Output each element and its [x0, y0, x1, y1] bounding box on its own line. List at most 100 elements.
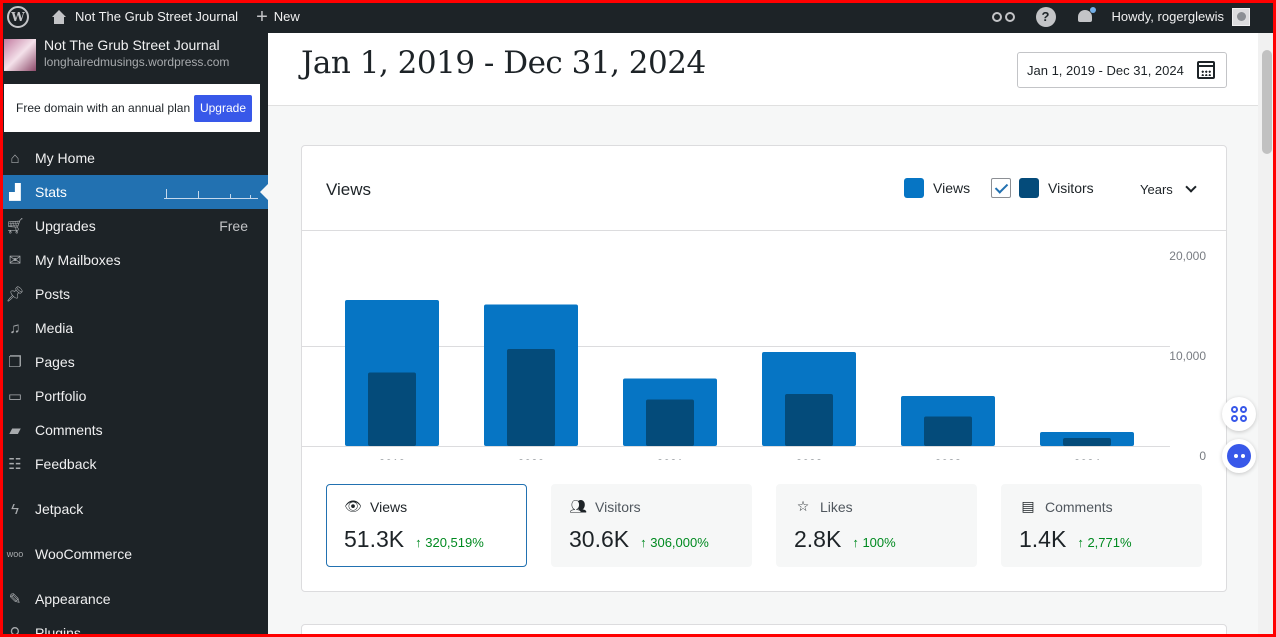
stat-tab-visitors[interactable]: 👥︎ Visitors 30.6K ↑ 306,000%: [551, 484, 752, 567]
x-tick-label: 2022: [796, 457, 823, 460]
sidebar-item-label: Stats: [35, 184, 67, 200]
sidebar-item-label: Plugins: [35, 625, 81, 637]
account-menu[interactable]: Howdy, rogerglewis: [1104, 0, 1276, 33]
new-content-button[interactable]: + New: [249, 0, 307, 33]
sidebar: Not The Grub Street Journal longhairedmu…: [0, 33, 268, 637]
sidebar-item-label: Feedback: [35, 456, 97, 472]
upgrade-button[interactable]: Upgrade: [193, 94, 252, 122]
sidebar-item-label: WooCommerce: [35, 546, 132, 562]
comment-icon: ▤: [1021, 498, 1035, 514]
legend-views-label: Views: [933, 180, 971, 196]
visitors-bar: [785, 394, 833, 446]
mail-icon: ✉: [8, 252, 22, 269]
sidebar-item-plugins[interactable]: ⚲ Plugins: [0, 616, 268, 637]
sidebar-item-my-home[interactable]: ⌂ My Home: [0, 141, 268, 175]
stat-value: 2.8K: [794, 526, 842, 552]
sidebar-item-jetpack[interactable]: ϟ Jetpack: [0, 492, 268, 526]
legend-views: Views: [904, 178, 970, 198]
x-tick-label: 2019: [379, 457, 406, 460]
reader-button[interactable]: [982, 0, 1026, 33]
sidebar-site-url: longhairedmusings.wordpress.com: [44, 55, 230, 69]
pin-icon: 📌︎: [5, 286, 25, 303]
stat-delta-value: 306,000%: [650, 535, 709, 550]
upgrades-free-badge: Free: [219, 218, 248, 234]
feedback-icon: ☷: [8, 456, 22, 473]
people-icon: 👥︎: [569, 498, 587, 514]
site-name-link[interactable]: Not The Grub Street Journal: [44, 0, 245, 33]
sidebar-item-portfolio[interactable]: ▭ Portfolio: [0, 379, 268, 413]
stat-delta-value: 100%: [862, 535, 896, 550]
visitors-bar: [924, 416, 972, 446]
sidebar-item-label: Portfolio: [35, 388, 87, 404]
sidebar-item-upgrades[interactable]: 🛒︎ Upgrades Free: [0, 209, 268, 243]
sidebar-item-appearance[interactable]: ✎ Appearance: [0, 582, 268, 616]
sidebar-site-name: Not The Grub Street Journal: [44, 37, 220, 53]
stat-delta-value: 320,519%: [425, 535, 484, 550]
views-bar-chart: 20,000 10,000 0 2019 2020 2021 2022 2023 2024: [302, 230, 1226, 460]
legend-visitors[interactable]: Visitors: [991, 178, 1094, 198]
stat-value: 51.3K: [344, 526, 405, 552]
wordpress-logo-button[interactable]: W: [0, 0, 36, 33]
stat-tab-comments[interactable]: ▤ Comments 1.4K ↑ 2,771%: [1001, 484, 1202, 567]
bell-icon: [1077, 6, 1096, 26]
stat-delta: ↑ 100%: [852, 535, 896, 550]
avatar: [1232, 7, 1250, 26]
comment-icon: ▰: [9, 422, 21, 439]
sidebar-item-comments[interactable]: ▰ Comments: [0, 413, 268, 447]
sidebar-item-my-mailboxes[interactable]: ✉ My Mailboxes: [0, 243, 268, 277]
stat-delta: ↑ 306,000%: [640, 535, 709, 550]
x-tick-label: 2020: [518, 457, 545, 460]
x-tick-label: 2023: [935, 457, 962, 460]
reader-icon: [991, 11, 1016, 22]
assistant-icon: [1227, 444, 1251, 468]
sidebar-item-media[interactable]: ♫ Media: [0, 311, 268, 345]
stat-label: Likes: [820, 498, 853, 515]
y-tick-label: 0: [1199, 449, 1206, 460]
stat-delta-value: 2,771%: [1087, 535, 1132, 550]
sidebar-item-label: Posts: [35, 286, 71, 302]
visitors-checkbox[interactable]: [991, 178, 1011, 198]
help-button[interactable]: ?: [1026, 0, 1066, 33]
y-tick-label: 10,000: [1169, 349, 1206, 363]
folder-icon: ▭: [7, 388, 23, 405]
new-label: New: [273, 9, 300, 24]
eye-icon: 👁︎: [344, 498, 362, 514]
stat-value: 1.4K: [1019, 526, 1067, 552]
sidebar-item-label: Comments: [35, 422, 103, 438]
sidebar-item-posts[interactable]: 📌︎ Posts: [0, 277, 268, 311]
notifications-button[interactable]: [1066, 0, 1104, 33]
stat-delta: ↑ 2,771%: [1077, 535, 1132, 550]
jetpack-icon: ϟ: [11, 500, 19, 518]
legend-visitors-label: Visitors: [1048, 180, 1094, 196]
stat-tab-views[interactable]: 👁︎ Views 51.3K ↑ 320,519%: [326, 484, 527, 567]
stats-sparkline: [164, 185, 258, 199]
period-select[interactable]: Years: [1140, 181, 1197, 197]
cart-icon: 🛒︎: [5, 218, 25, 235]
sidebar-item-label: Jetpack: [35, 501, 84, 517]
sidebar-item-feedback[interactable]: ☷ Feedback: [0, 447, 268, 481]
sidebar-item-woocommerce[interactable]: woo WooCommerce: [0, 537, 268, 571]
date-range-button[interactable]: Jan 1, 2019 - Dec 31, 2024: [1017, 52, 1227, 88]
sidebar-item-stats[interactable]: ▟ Stats: [0, 175, 268, 209]
date-range-label: Jan 1, 2019 - Dec 31, 2024: [1027, 62, 1184, 78]
media-icon: ♫: [9, 319, 21, 337]
assistant-button[interactable]: [1222, 439, 1256, 473]
sidebar-item-label: Media: [35, 320, 74, 336]
page-scrollbar[interactable]: [1258, 33, 1276, 637]
howdy-label: Howdy, rogerglewis: [1111, 9, 1224, 24]
plus-icon: +: [256, 5, 268, 28]
scrollbar-thumb[interactable]: [1262, 50, 1272, 154]
stat-tab-likes[interactable]: ☆ Likes 2.8K ↑ 100%: [776, 484, 977, 567]
sidebar-item-pages[interactable]: ❐ Pages: [0, 345, 268, 379]
help-icon: ?: [1035, 6, 1056, 27]
stat-value: 30.6K: [569, 526, 630, 552]
chart-title: Views: [326, 180, 372, 199]
site-card[interactable]: Not The Grub Street Journal longhairedmu…: [0, 33, 268, 77]
apps-button[interactable]: [1222, 397, 1256, 431]
chevron-down-icon: [1185, 181, 1197, 193]
sidebar-item-label: Pages: [35, 354, 75, 370]
stats-summary: 👁︎ Views 51.3K ↑ 320,519% 👥︎ Visitors 30.6K…: [326, 484, 1202, 567]
stats-header: Jan 1, 2019 - Dec 31, 2024 Jan 1, 2019 -…: [268, 33, 1258, 106]
period-label: Years: [1140, 182, 1173, 197]
woo-icon: woo: [6, 549, 24, 559]
